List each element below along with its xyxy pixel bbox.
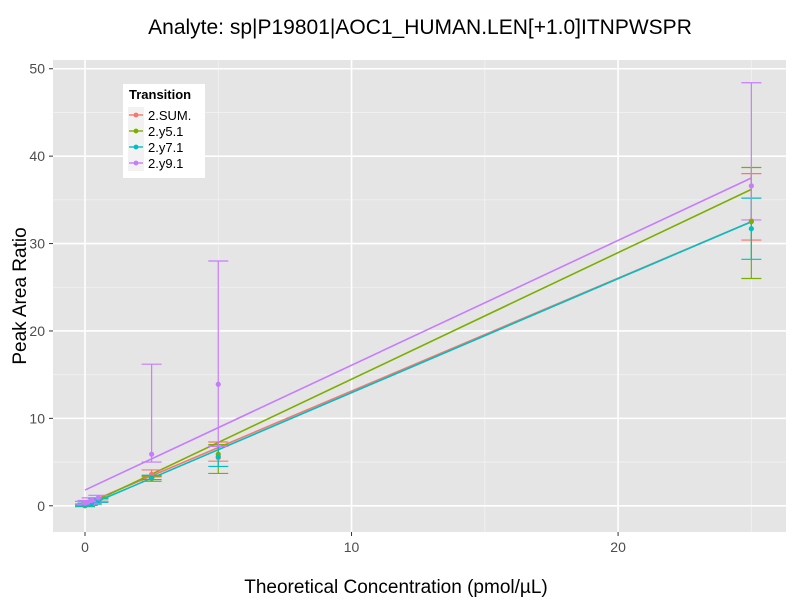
legend: Transition 2.SUM.2.y5.12.y7.12.y9.1 (123, 84, 205, 178)
legend-key (128, 155, 144, 171)
chart-title: Analyte: sp|P19801|AOC1_HUMAN.LEN[+1.0]I… (148, 16, 692, 39)
x-axis-title: Theoretical Concentration (pmol/µL) (244, 577, 547, 598)
y-tick-label: 10 (29, 410, 45, 426)
data-point (748, 226, 754, 232)
data-point (215, 454, 221, 460)
legend-label: 2.SUM. (148, 108, 191, 123)
y-axis-title: Peak Area Ratio (10, 227, 31, 364)
data-point (89, 497, 95, 504)
legend-key-point (133, 112, 139, 118)
fit-lines (84, 177, 752, 508)
legend-label: 2.y5.1 (148, 124, 183, 139)
data-point (215, 381, 221, 387)
legend-label: 2.y9.1 (148, 156, 183, 171)
legend-title: Transition (129, 87, 191, 102)
legend-items: 2.SUM.2.y5.12.y7.12.y9.1 (128, 107, 191, 171)
data-point (149, 475, 155, 481)
y-tick-label: 0 (37, 498, 45, 514)
data-point (85, 499, 91, 505)
legend-label: 2.y7.1 (148, 140, 183, 155)
data-point (149, 451, 155, 457)
axis-ticks (49, 68, 619, 536)
legend-key-point (133, 144, 139, 150)
y-tick-label: 40 (29, 148, 45, 164)
data-point (748, 219, 754, 225)
y-tick-label: 20 (29, 323, 45, 339)
data-points (82, 183, 754, 509)
legend-key-point (133, 160, 139, 166)
legend-key (128, 107, 144, 123)
y-tick-label: 30 (29, 236, 45, 252)
data-point (95, 495, 101, 501)
tick-labels: 0 10 20 0 10 20 30 40 50 (29, 61, 626, 555)
y-tick-label: 50 (29, 61, 45, 77)
x-tick-label: 0 (81, 539, 89, 555)
x-tick-label: 10 (344, 539, 360, 555)
data-point (748, 183, 754, 189)
legend-key (128, 123, 144, 139)
fit-line (84, 177, 752, 491)
legend-key-point (133, 128, 139, 134)
legend-key (128, 139, 144, 155)
x-tick-label: 20 (610, 539, 626, 555)
fit-line (84, 188, 752, 507)
fit-line (84, 220, 752, 508)
